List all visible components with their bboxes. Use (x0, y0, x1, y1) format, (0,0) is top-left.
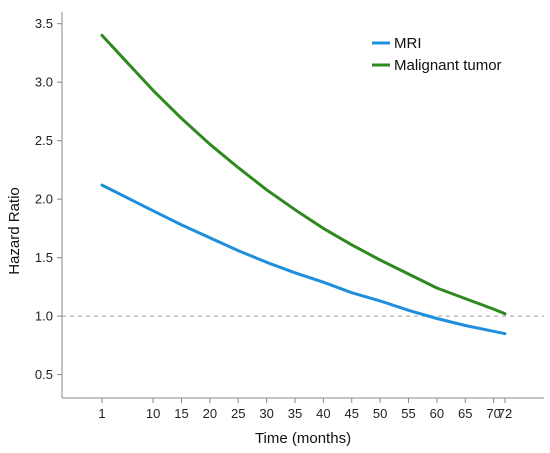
series-line-malignant-tumor (100, 33, 507, 316)
x-tick-label: 10 (146, 406, 160, 421)
legend: MRI Malignant tumor (372, 35, 502, 74)
y-tick-label: 1.5 (35, 250, 53, 265)
x-tick-label: 70 (486, 406, 500, 421)
x-tick-label: 35 (288, 406, 302, 421)
x-tick-label: 50 (373, 406, 387, 421)
x-tick-label: 45 (345, 406, 359, 421)
y-tick-label: 2.5 (35, 133, 53, 148)
series-group (100, 33, 507, 336)
y-tick-label: 3.5 (35, 16, 53, 31)
series-line-mri (100, 183, 507, 336)
x-tick-label: 72 (498, 406, 512, 421)
x-tick-label: 1 (98, 406, 105, 421)
y-tick-label: 1.0 (35, 309, 53, 324)
x-tick-label: 30 (259, 406, 273, 421)
legend-label-malignant-tumor: Malignant tumor (394, 57, 502, 74)
x-tick-label: 40 (316, 406, 330, 421)
x-tick-label: 15 (174, 406, 188, 421)
chart-axes (61, 12, 544, 399)
x-tick-label: 65 (458, 406, 472, 421)
y-tick-label: 0.5 (35, 367, 53, 382)
x-tick-label: 20 (203, 406, 217, 421)
x-tick-label: 60 (430, 406, 444, 421)
y-axis-title: Hazard Ratio (6, 187, 23, 275)
x-tick-label: 55 (401, 406, 415, 421)
x-axis-title: Time (months) (255, 430, 351, 447)
y-tick-label: 2.0 (35, 192, 53, 207)
legend-label-mri: MRI (394, 35, 422, 52)
y-tick-label: 3.0 (35, 75, 53, 90)
x-tick-label: 25 (231, 406, 245, 421)
y-axis-ticks: 0.5 1.0 1.5 2.0 2.5 3.0 3.5 (35, 16, 62, 382)
